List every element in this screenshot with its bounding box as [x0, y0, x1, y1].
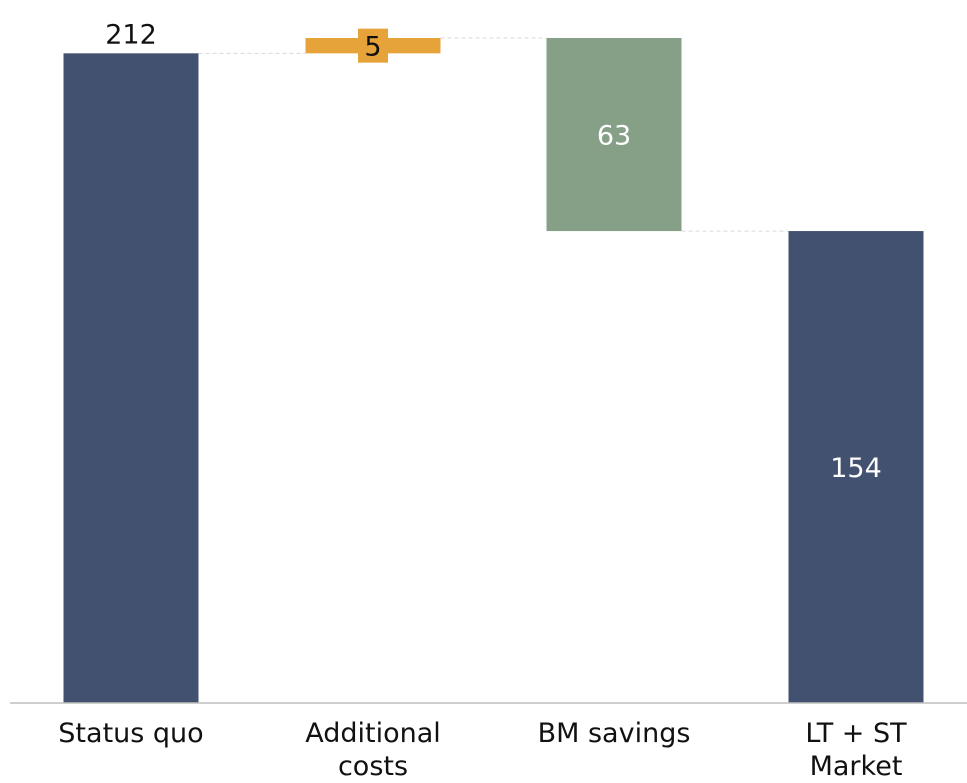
- value-label: 5: [364, 32, 381, 63]
- value-label-background: [358, 28, 388, 63]
- value-label-group: 212 5 63 154: [105, 19, 882, 484]
- category-label: Status quo: [58, 718, 203, 749]
- bar-status-quo: [63, 53, 199, 704]
- connector-lines: [198, 37, 789, 232]
- bar-group: [63, 38, 924, 704]
- value-label: 63: [597, 121, 631, 152]
- category-label: BM savings: [538, 718, 691, 749]
- category-label: costs: [338, 751, 408, 782]
- value-label: 154: [830, 453, 882, 484]
- category-label: Market: [810, 751, 903, 782]
- category-label: LT + ST: [805, 718, 907, 749]
- category-label: Additional: [305, 718, 441, 749]
- value-label: 212: [105, 19, 157, 50]
- bar-bm-savings: [546, 38, 682, 232]
- bar-lt-st-market: [788, 231, 924, 703]
